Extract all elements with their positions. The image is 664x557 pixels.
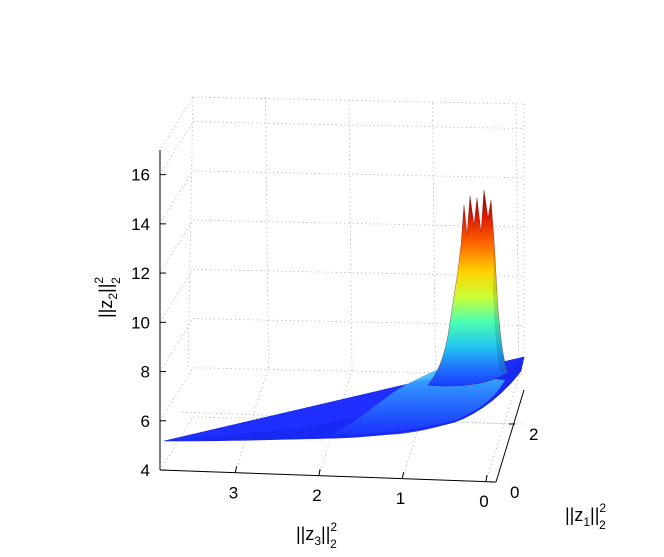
x-tick-labels: 3 2 1 0: [229, 466, 489, 511]
z-gridline-back: [192, 219, 525, 228]
x-tick-mark: [402, 472, 404, 479]
z-gridline: [159, 269, 194, 323]
surface-spike-shadow: [493, 240, 508, 372]
axes: [159, 150, 525, 483]
x-tick-mark: [485, 474, 488, 482]
x-tick-label: 2: [312, 486, 321, 505]
surface-spike: [427, 189, 509, 387]
y-axis-label: ||z1||2 2: [565, 501, 606, 532]
z-tick-labels: 4 6 8 10 12 14 16: [131, 166, 166, 480]
z-tick-label: 4: [141, 461, 150, 480]
x-gridline: [485, 375, 520, 482]
z-gridline: [159, 170, 194, 225]
x-gridline: [235, 367, 269, 473]
z-gridline-back: [192, 268, 525, 277]
z-tick-label: 8: [141, 363, 150, 382]
x-tick-mark: [235, 466, 237, 473]
z-gridline: [159, 416, 194, 471]
x-gridline-up: [348, 100, 353, 371]
z-tick-label: 10: [131, 313, 150, 332]
x-tick-label: 0: [479, 492, 488, 511]
x-axis-line: [159, 469, 497, 483]
y-tick-label: 2: [529, 425, 538, 444]
y-tick-labels: 02: [490, 423, 538, 502]
z-gridline-back: [192, 121, 525, 130]
z-tick-label: 16: [131, 166, 150, 185]
x-tick-label: 3: [229, 483, 238, 502]
z-gridline-back: [192, 170, 525, 179]
z-tick-label: 12: [131, 264, 150, 283]
z-gridline: [159, 219, 194, 274]
z-tick-label: 6: [141, 412, 150, 431]
x-tick-mark: [318, 469, 321, 476]
y-tick-label: 0: [510, 483, 519, 502]
x-axis-label: ||z3||2 2: [296, 520, 337, 551]
z-gridlines: [159, 121, 525, 471]
z-gridline-back: [192, 416, 525, 425]
back-wall-grid: [159, 96, 525, 369]
x-tick-label: 1: [396, 489, 405, 508]
surface: [163, 189, 525, 442]
x-gridline-up: [432, 103, 436, 374]
z-gridline-back: [192, 367, 525, 376]
z-gridline: [159, 121, 194, 175]
z-axis-label: ||z2||2 2: [92, 277, 123, 318]
z-tick-label: 14: [131, 215, 150, 234]
z-gridline: [159, 367, 194, 422]
z-gridline-back: [192, 318, 525, 326]
y-axis-line: [495, 389, 525, 483]
x-gridline-up: [515, 105, 520, 377]
x-gridline-up: [265, 97, 269, 368]
